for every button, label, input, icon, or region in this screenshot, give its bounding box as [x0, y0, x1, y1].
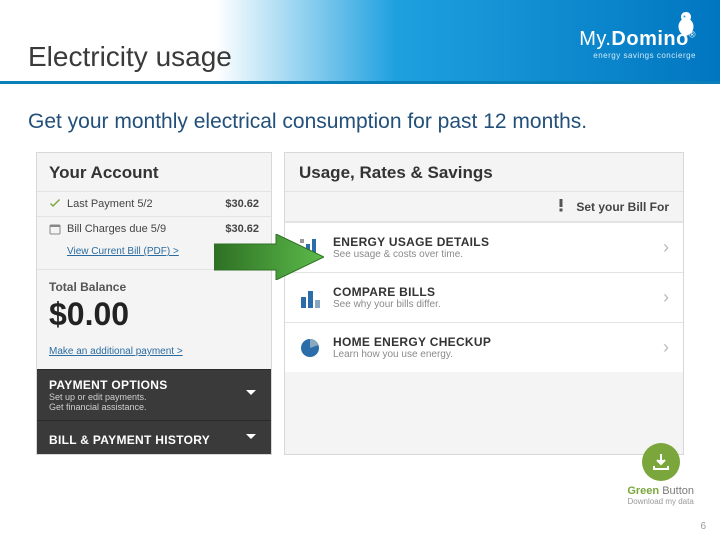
usage-item-sub: Learn how you use energy.	[333, 349, 651, 360]
brand: My.Domino® energy savings concierge	[579, 28, 696, 60]
last-payment-label: Last Payment 5/2	[67, 198, 153, 210]
bill-charges-label: Bill Charges due 5/9	[67, 223, 166, 235]
account-panel: Your Account Last Payment 5/2 $30.62 Bil…	[36, 152, 272, 455]
usage-panel: Usage, Rates & Savings Set your Bill For…	[284, 152, 684, 455]
chevron-down-icon	[243, 385, 259, 406]
green-button-badge[interactable]: Green Button Download my data	[627, 443, 694, 506]
brand-subtitle: energy savings concierge	[579, 51, 696, 60]
payment-options-sub1: Set up or edit payments.	[49, 392, 168, 402]
usage-item-sub: See why your bills differ.	[333, 299, 651, 310]
usage-item-sub: See usage & costs over time.	[333, 249, 651, 260]
page-title: Electricity usage	[28, 41, 232, 73]
last-payment-amount: $30.62	[225, 198, 259, 210]
green-button-sub: Download my data	[627, 497, 694, 506]
account-heading: Your Account	[37, 153, 271, 191]
set-bill-row[interactable]: Set your Bill For	[285, 191, 683, 222]
calendar-icon	[49, 223, 61, 235]
usage-heading: Usage, Rates & Savings	[285, 153, 683, 191]
page-number: 6	[700, 521, 706, 532]
payment-options-title: PAYMENT OPTIONS	[49, 378, 168, 392]
check-icon	[49, 198, 61, 210]
green-button-label: Green Button	[627, 485, 694, 497]
brand-text-light: My.	[579, 28, 611, 50]
chevron-right-icon: ›	[663, 337, 669, 358]
instruction-text: Get your monthly electrical consumption …	[0, 84, 720, 146]
pie-icon	[299, 337, 321, 359]
usage-item-compare[interactable]: COMPARE BILLS See why your bills differ.…	[285, 272, 683, 322]
view-bill-link[interactable]: View Current Bill (PDF) >	[67, 246, 179, 257]
chevron-right-icon: ›	[663, 237, 669, 258]
usage-item-title: HOME ENERGY CHECKUP	[333, 335, 651, 349]
payment-options-card[interactable]: PAYMENT OPTIONS Set up or edit payments.…	[37, 369, 271, 420]
payment-options-sub2: Get financial assistance.	[49, 402, 168, 412]
brand-penguin-icon	[676, 12, 696, 38]
set-bill-label: Set your Bill For	[576, 200, 669, 214]
download-icon	[642, 443, 680, 481]
alert-icon	[554, 198, 568, 215]
history-title: BILL & PAYMENT HISTORY	[49, 433, 210, 447]
usage-item-details[interactable]: ENERGY USAGE DETAILS See usage & costs o…	[285, 222, 683, 272]
callout-arrow	[214, 234, 324, 280]
usage-item-title: ENERGY USAGE DETAILS	[333, 235, 651, 249]
usage-item-title: COMPARE BILLS	[333, 285, 651, 299]
screenshot-region: Your Account Last Payment 5/2 $30.62 Bil…	[36, 152, 684, 455]
bar-compare-icon	[299, 287, 321, 309]
additional-payment-link[interactable]: Make an additional payment >	[49, 346, 183, 357]
last-payment-row: Last Payment 5/2 $30.62	[37, 191, 271, 216]
total-balance-value: $0.00	[37, 294, 271, 341]
chevron-right-icon: ›	[663, 287, 669, 308]
usage-item-checkup[interactable]: HOME ENERGY CHECKUP Learn how you use en…	[285, 322, 683, 372]
history-card[interactable]: BILL & PAYMENT HISTORY	[37, 420, 271, 454]
slide-header: Electricity usage My.Domino® energy savi…	[0, 0, 720, 84]
chevron-down-icon	[243, 429, 259, 450]
